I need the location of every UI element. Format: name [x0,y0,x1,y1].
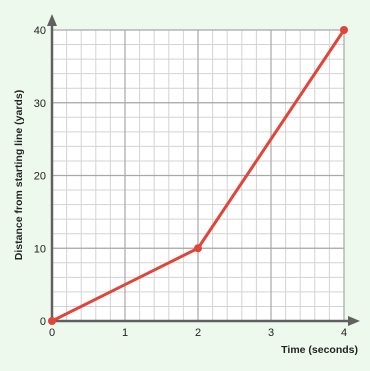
data-point [194,244,202,253]
axes [47,14,360,326]
x-axis-arrow-icon [348,316,360,326]
x-tick-label: 4 [341,327,347,339]
x-tick-label: 1 [122,327,128,339]
data-point [48,317,56,325]
x-axis-label: Time (seconds) [281,344,358,356]
y-tick-label: 10 [34,243,46,255]
x-tick-label: 0 [49,327,55,339]
x-tick-labels: 0 1 2 3 4 [49,327,347,339]
data-point [340,26,348,34]
y-tick-label: 20 [34,171,46,183]
series-group [48,26,348,325]
y-tick-label: 40 [34,25,46,37]
x-tick-label: 3 [268,327,274,339]
y-axis-label: Distance from starting line (yards) [13,90,25,260]
y-tick-label: 30 [34,98,46,110]
y-tick-label: 0 [40,316,46,328]
y-axis-arrow-icon [47,14,57,26]
x-tick-label: 2 [195,327,201,339]
y-tick-labels: 0 10 20 30 40 [34,25,46,328]
